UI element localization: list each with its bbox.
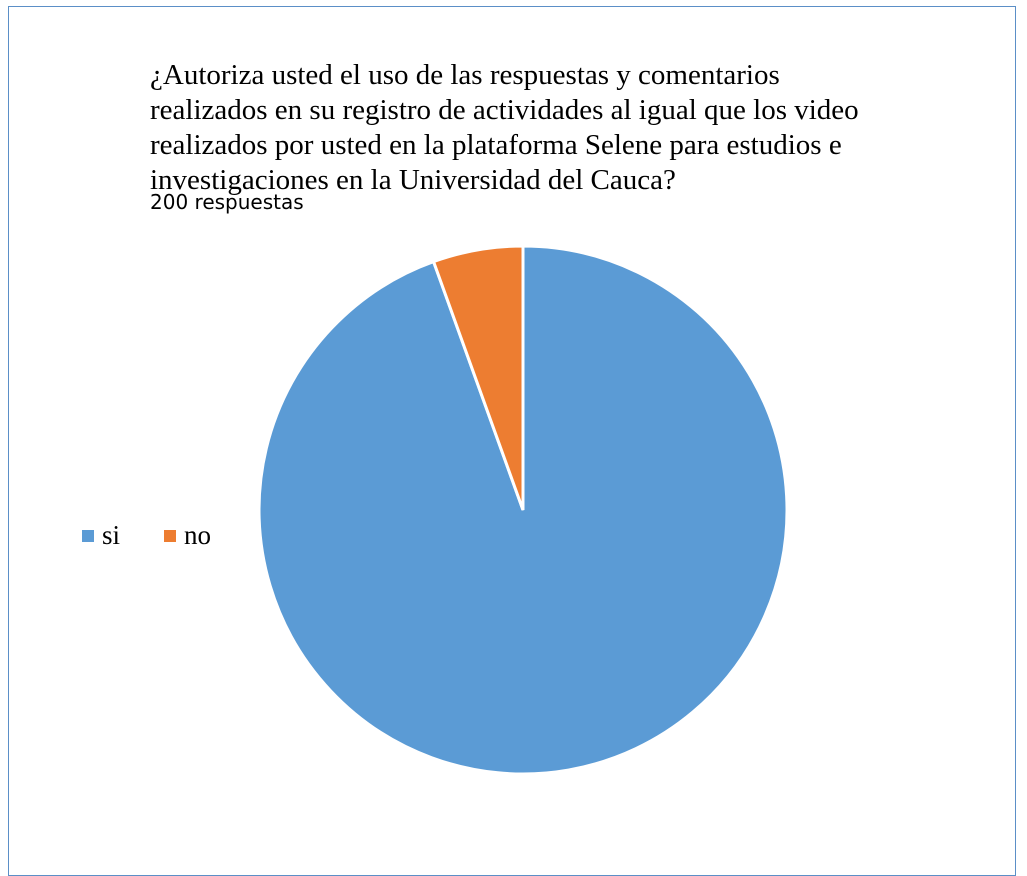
pie-slice-no bbox=[431, 244, 525, 511]
legend-item-no: no bbox=[164, 520, 211, 551]
chart-title: ¿Autoriza usted el uso de las respuestas… bbox=[150, 59, 859, 196]
legend: si no bbox=[82, 520, 255, 551]
legend-item-si: si bbox=[82, 520, 120, 551]
legend-label-no: no bbox=[184, 520, 212, 550]
legend-swatch-si bbox=[82, 529, 94, 542]
chart-subtitle: 200 respuestas bbox=[150, 190, 304, 214]
legend-label-si: si bbox=[102, 520, 121, 550]
legend-swatch-no bbox=[164, 529, 177, 542]
